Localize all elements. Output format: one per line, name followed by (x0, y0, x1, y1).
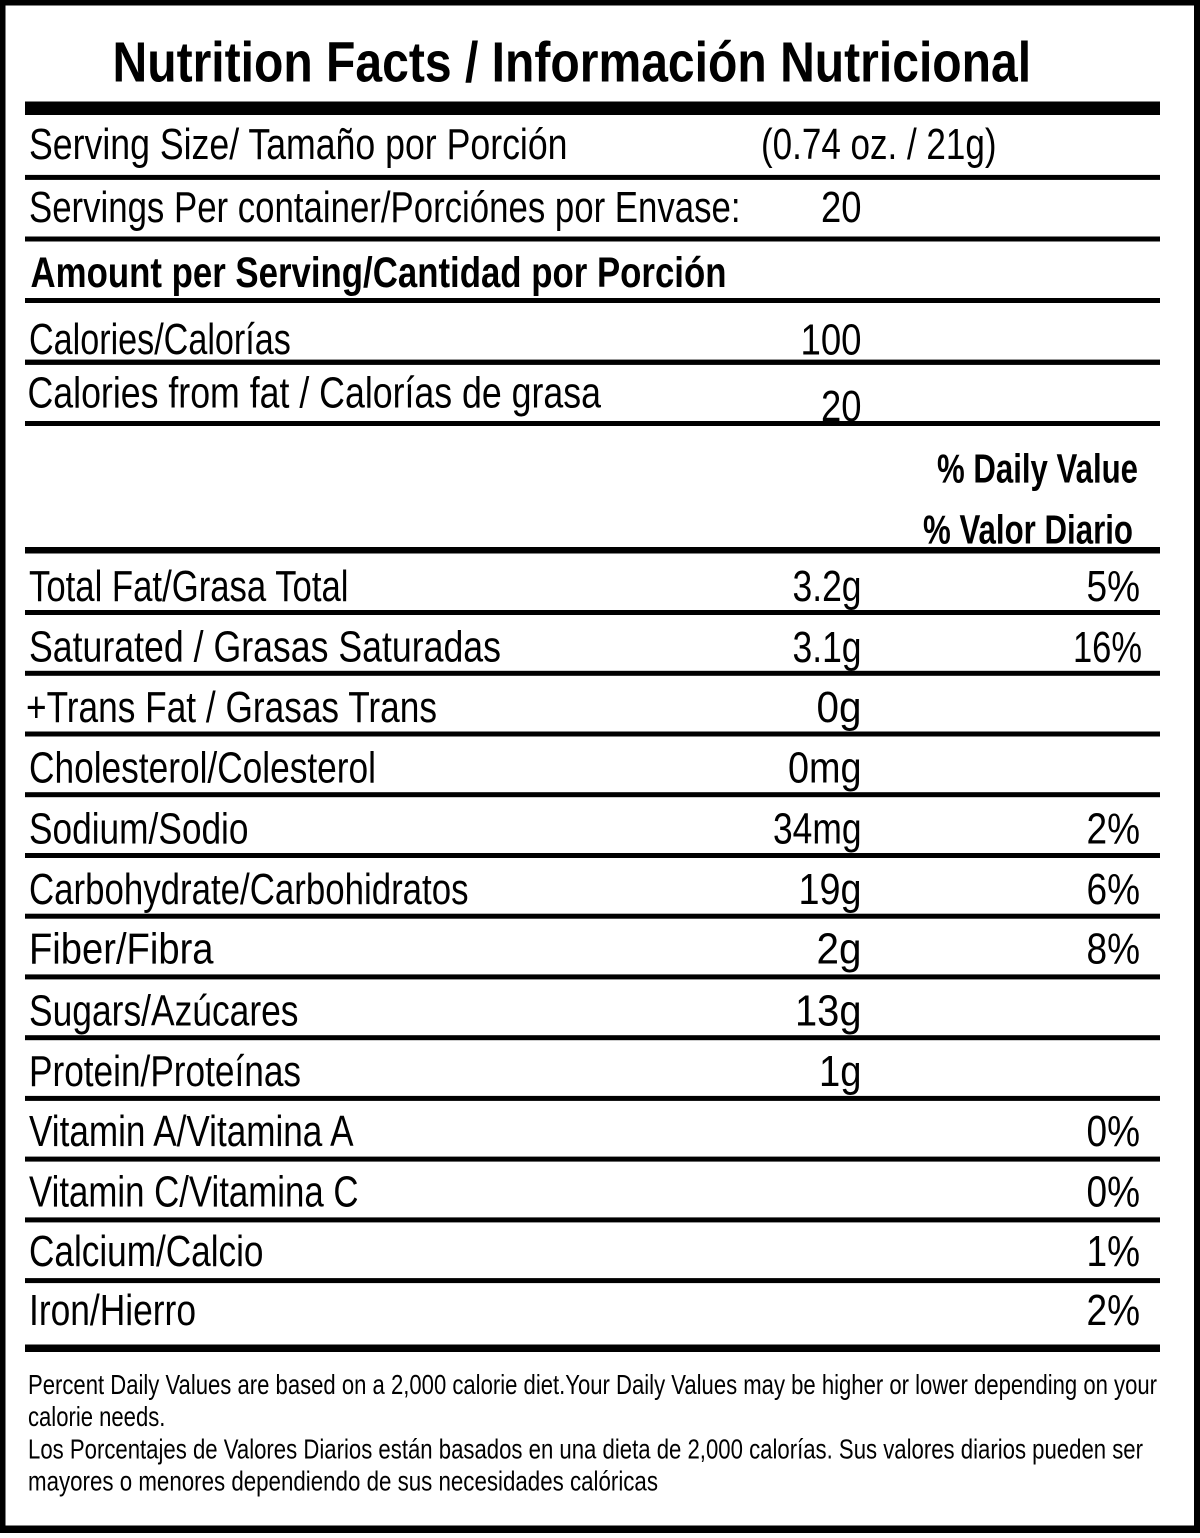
svg-text:2%: 2% (1087, 1286, 1141, 1335)
svg-text:Nutrition Facts / Información: Nutrition Facts / Información Nutriciona… (113, 30, 1032, 94)
svg-text:Cholesterol/Colesterol: Cholesterol/Colesterol (29, 744, 376, 793)
svg-text:20: 20 (821, 382, 862, 431)
svg-text:3.1g: 3.1g (793, 623, 862, 672)
svg-text:% Valor Diario: % Valor Diario (923, 507, 1133, 553)
svg-text:Vitamin C/Vitamina C: Vitamin C/Vitamina C (29, 1168, 359, 1217)
svg-text:0mg: 0mg (788, 744, 862, 793)
svg-text:100: 100 (801, 316, 862, 365)
svg-text:20: 20 (821, 183, 862, 232)
svg-text:(0.74 oz. / 21g): (0.74 oz. / 21g) (761, 120, 997, 169)
svg-text:13g: 13g (795, 987, 862, 1036)
svg-text:Percent Daily Values are based: Percent Daily Values are based on a 2,00… (28, 1369, 1157, 1400)
svg-text:2%: 2% (1087, 805, 1141, 854)
svg-text:Protein/Proteínas: Protein/Proteínas (29, 1047, 301, 1096)
svg-text:Amount per Serving/Cantidad po: Amount per Serving/Cantidad por Porción (31, 249, 727, 297)
svg-text:Carbohydrate/Carbohidratos: Carbohydrate/Carbohidratos (29, 865, 469, 914)
svg-text:19g: 19g (799, 865, 862, 914)
svg-text:Total Fat/Grasa Total: Total Fat/Grasa Total (29, 562, 349, 611)
svg-text:Calcium/Calcio: Calcium/Calcio (29, 1227, 264, 1276)
svg-text:1%: 1% (1087, 1227, 1141, 1276)
svg-text:0g: 0g (817, 683, 862, 732)
svg-text:2g: 2g (817, 925, 862, 974)
svg-text:34mg: 34mg (773, 805, 862, 854)
svg-text:Serving Size/ Tamaño por Porci: Serving Size/ Tamaño por Porción (29, 120, 568, 169)
svg-text:8%: 8% (1087, 925, 1141, 974)
svg-text:mayores o menores dependiendo: mayores o menores dependiendo de sus nec… (28, 1466, 658, 1497)
svg-text:Saturated / Grasas Saturadas: Saturated / Grasas Saturadas (29, 623, 501, 672)
svg-text:% Daily Value: % Daily Value (937, 445, 1138, 491)
svg-text:Fiber/Fibra: Fiber/Fibra (29, 925, 214, 974)
svg-text:Servings Per container/Porción: Servings Per container/Porciónes por Env… (29, 183, 741, 232)
svg-text:3.2g: 3.2g (793, 562, 862, 611)
svg-text:+Trans Fat / Grasas Trans: +Trans Fat / Grasas Trans (26, 683, 437, 732)
svg-text:0%: 0% (1087, 1168, 1141, 1217)
svg-text:Los Porcentajes de Valores Dia: Los Porcentajes de Valores Diarios están… (28, 1434, 1143, 1465)
svg-text:1g: 1g (819, 1047, 862, 1096)
svg-text:Iron/Hierro: Iron/Hierro (29, 1286, 196, 1335)
svg-text:Sodium/Sodio: Sodium/Sodio (29, 805, 249, 854)
svg-text:Calories from fat / Calorías d: Calories from fat / Calorías de grasa (28, 369, 602, 418)
svg-text:Calories/Calorías: Calories/Calorías (29, 315, 291, 364)
svg-text:6%: 6% (1087, 865, 1141, 914)
svg-text:5%: 5% (1087, 562, 1141, 611)
svg-text:0%: 0% (1087, 1107, 1141, 1156)
svg-text:Vitamin A/Vitamina A: Vitamin A/Vitamina A (29, 1107, 354, 1156)
svg-text:Sugars/Azúcares: Sugars/Azúcares (29, 987, 299, 1036)
svg-text:16%: 16% (1073, 623, 1142, 672)
svg-text:calorie needs.: calorie needs. (28, 1401, 165, 1432)
